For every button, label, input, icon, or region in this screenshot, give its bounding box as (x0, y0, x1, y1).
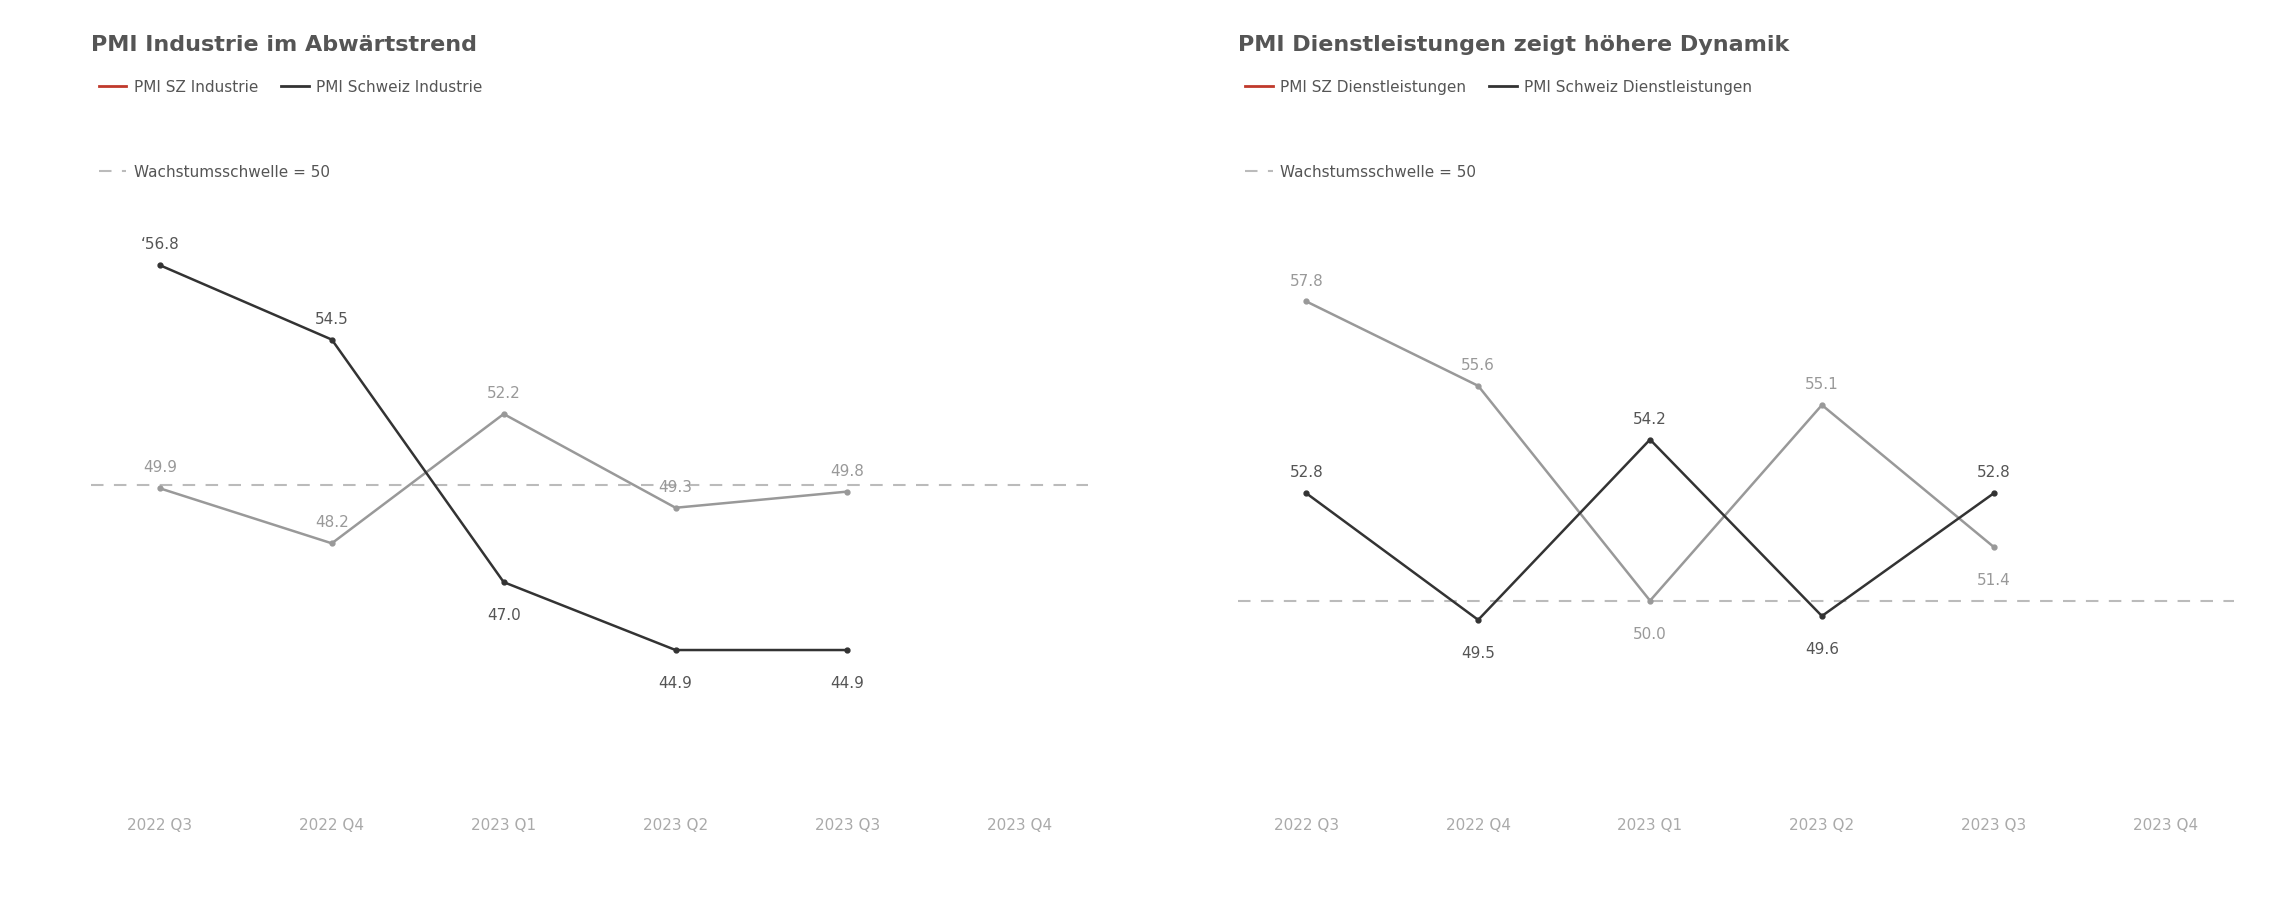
Text: 54.2: 54.2 (1632, 411, 1667, 426)
Text: 52.8: 52.8 (1290, 465, 1322, 480)
Text: 50.0: 50.0 (1632, 626, 1667, 641)
Legend: Wachstumsschwelle = 50: Wachstumsschwelle = 50 (1245, 165, 1477, 179)
Text: PMI Dienstleistungen zeigt höhere Dynamik: PMI Dienstleistungen zeigt höhere Dynami… (1238, 35, 1790, 55)
Text: 49.5: 49.5 (1461, 645, 1496, 660)
Text: 55.6: 55.6 (1461, 357, 1496, 373)
Text: 54.5: 54.5 (315, 311, 349, 327)
Text: 55.1: 55.1 (1806, 377, 1838, 391)
Text: 49.3: 49.3 (659, 479, 693, 494)
Text: 51.4: 51.4 (1977, 573, 2011, 587)
Legend: Wachstumsschwelle = 50: Wachstumsschwelle = 50 (98, 165, 331, 179)
Text: 47.0: 47.0 (488, 607, 520, 622)
Text: 57.8: 57.8 (1290, 273, 1322, 289)
Text: 48.2: 48.2 (315, 515, 349, 529)
Text: 49.8: 49.8 (830, 464, 864, 478)
Text: 44.9: 44.9 (830, 676, 864, 690)
Text: 52.8: 52.8 (1977, 465, 2011, 480)
Text: 52.2: 52.2 (488, 386, 520, 400)
Text: PMI Industrie im Abwärtstrend: PMI Industrie im Abwärtstrend (91, 35, 477, 55)
Text: 49.6: 49.6 (1806, 641, 1840, 657)
Text: 44.9: 44.9 (659, 676, 693, 690)
Text: 49.9: 49.9 (144, 460, 178, 475)
Text: ‘56.8: ‘56.8 (141, 237, 180, 252)
